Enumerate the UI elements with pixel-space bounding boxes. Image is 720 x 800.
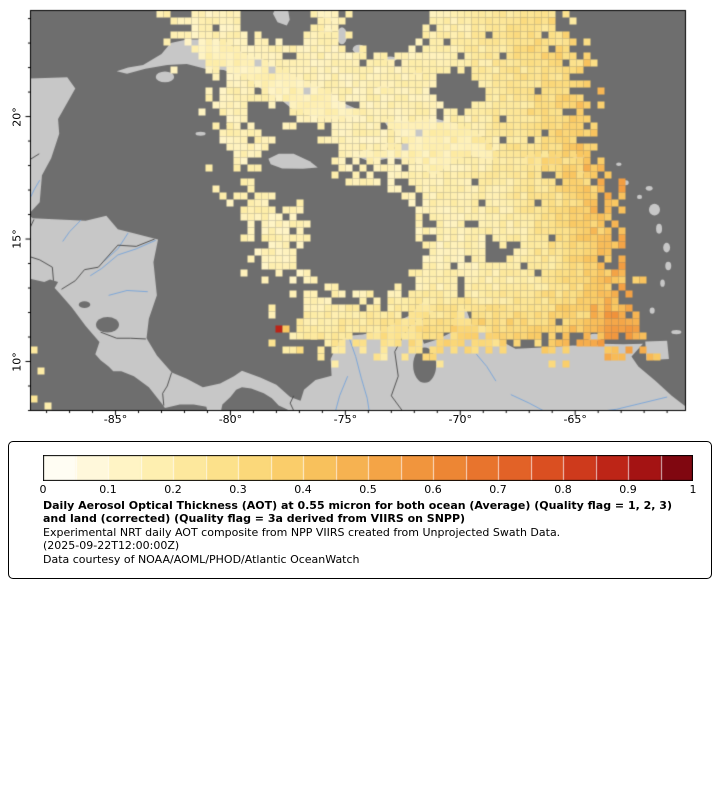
aot-map-canvas <box>0 0 720 434</box>
colorbar-tick-label: 0.2 <box>164 483 182 496</box>
caption-block: Daily Aerosol Optical Thickness (AOT) at… <box>43 499 691 566</box>
colorbar-tick-label: 0.7 <box>489 483 507 496</box>
caption-title: Daily Aerosol Optical Thickness (AOT) at… <box>43 499 672 526</box>
colorbar-tick-label: 0 <box>39 483 47 496</box>
colorbar-tick-label: 0.4 <box>294 483 312 496</box>
caption-experimental: Experimental NRT daily AOT composite fro… <box>43 525 561 539</box>
colorbar-tick-label: 0.8 <box>554 483 572 496</box>
colorbar-canvas <box>43 455 693 481</box>
legend-panel: 0 0.1 0.2 0.3 0.4 0.5 0.6 0.7 0.8 0.9 1 Daily Aero… <box>8 441 712 579</box>
colorbar-tick-label: 0.1 <box>99 483 117 496</box>
colorbar-tick-label: 0.9 <box>619 483 637 496</box>
colorbar-tick-label: 0.5 <box>359 483 377 496</box>
caption-timestamp: (2025-09-22T12:00:00Z) <box>43 539 180 553</box>
colorbar-tick-label: 0.3 <box>229 483 247 496</box>
colorbar-tick-label: 0.6 <box>424 483 442 496</box>
colorbar-tick-label: 1 <box>689 483 697 496</box>
caption-courtesy: Data courtesy of NOAA/AOML/PHOD/Atlantic… <box>43 552 360 566</box>
